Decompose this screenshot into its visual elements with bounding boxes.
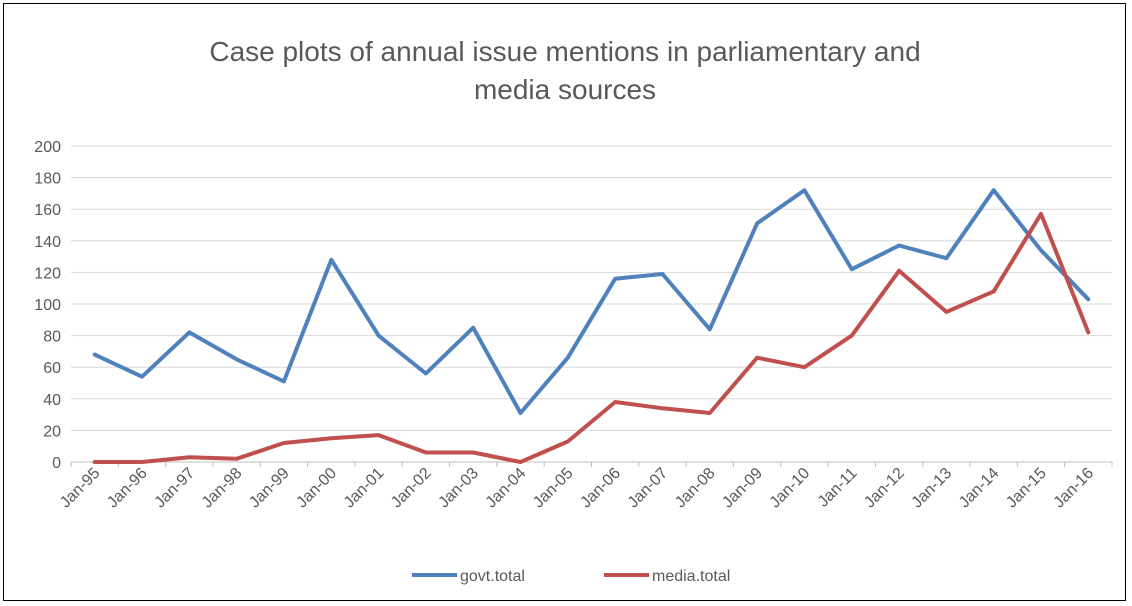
y-tick-label: 40: [43, 392, 61, 409]
y-tick-label: 80: [43, 329, 61, 346]
gridlines: [71, 145, 1112, 463]
chart-title-line-1: Case plots of annual issue mentions in p…: [209, 36, 920, 67]
x-tick-label: Jan-06: [577, 465, 624, 512]
x-tick-label: Jan-96: [104, 465, 151, 512]
x-axis-tick-labels: Jan-95 Jan-96 Jan-97 Jan-98 Jan-99 Jan-00 Jan-…: [57, 462, 1113, 512]
chart-title: Case plots of annual issue mentions in p…: [209, 36, 920, 105]
x-tick-label: Jan-09: [719, 465, 766, 512]
x-tick-label: Jan-13: [909, 465, 956, 512]
x-tick-label: Jan-12: [861, 465, 908, 512]
x-tick-label: Jan-98: [199, 465, 246, 512]
y-tick-label: 180: [34, 171, 61, 188]
x-tick-label: Jan-04: [483, 465, 530, 512]
y-tick-label: 140: [34, 234, 61, 251]
y-tick-label: 20: [43, 423, 61, 440]
legend-label-govt-total: govt.total: [460, 568, 525, 585]
y-tick-label: 120: [34, 265, 61, 282]
series-lines: [92, 188, 1091, 464]
y-axis-tick-labels: 0 20 40 60 80 100 120 140 160 180 200: [34, 139, 61, 472]
legend-label-media-total: media.total: [652, 568, 730, 585]
x-tick-label: Jan-16: [1051, 465, 1098, 512]
x-tick-label: Jan-95: [57, 465, 104, 512]
legend: govt.total media.total: [412, 568, 730, 585]
series-line-media-total: [92, 211, 1091, 464]
x-tick-label: Jan-99: [246, 465, 293, 512]
y-tick-label: 100: [34, 297, 61, 314]
x-tick-label: Jan-01: [341, 465, 388, 512]
y-tick-label: 200: [34, 139, 61, 156]
y-tick-label: 0: [52, 455, 61, 472]
x-tick-label: Jan-05: [530, 465, 577, 512]
chart-title-line-2: media sources: [474, 74, 656, 105]
x-tick-label: Jan-10: [767, 465, 814, 512]
x-tick-label: Jan-00: [293, 465, 340, 512]
x-tick-label: Jan-03: [435, 465, 482, 512]
x-tick-label: Jan-08: [672, 465, 719, 512]
chart-frame: Case plots of annual issue mentions in p…: [3, 3, 1126, 601]
x-tick-label: Jan-97: [152, 465, 199, 512]
y-tick-label: 160: [34, 202, 61, 219]
y-tick-label: 60: [43, 360, 61, 377]
x-tick-label: Jan-02: [388, 465, 435, 512]
x-tick-label: Jan-15: [1003, 465, 1050, 512]
x-tick-label: Jan-14: [956, 465, 1003, 512]
x-tick-label: Jan-07: [625, 465, 672, 512]
line-chart: Case plots of annual issue mentions in p…: [34, 36, 1113, 585]
x-tick-label: Jan-11: [815, 465, 861, 511]
series-line-govt-total: [92, 188, 1091, 415]
